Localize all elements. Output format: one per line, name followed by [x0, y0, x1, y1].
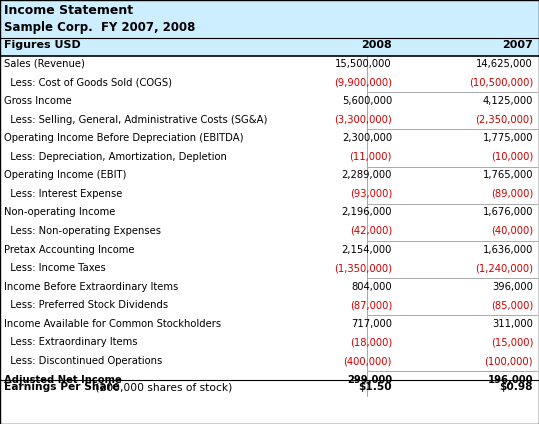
Text: 299,000: 299,000 — [347, 375, 392, 385]
Text: (10,000): (10,000) — [490, 152, 533, 162]
Text: 15,500,000: 15,500,000 — [335, 59, 392, 69]
Text: 2007: 2007 — [502, 40, 533, 50]
Text: Less: Non-operating Expenses: Less: Non-operating Expenses — [4, 226, 161, 236]
Text: (40,000): (40,000) — [491, 226, 533, 236]
Text: (10,500,000): (10,500,000) — [469, 77, 533, 87]
Text: $0.98: $0.98 — [500, 382, 533, 392]
Text: (400,000): (400,000) — [344, 356, 392, 366]
Text: Adjusted Net Income: Adjusted Net Income — [4, 375, 122, 385]
Text: Gross Income: Gross Income — [4, 96, 72, 106]
Text: (93,000): (93,000) — [350, 189, 392, 199]
Text: (89,000): (89,000) — [490, 189, 533, 199]
Text: Less: Cost of Goods Sold (COGS): Less: Cost of Goods Sold (COGS) — [4, 77, 172, 87]
Text: Non-operating Income: Non-operating Income — [4, 207, 115, 218]
Text: Less: Income Taxes: Less: Income Taxes — [4, 263, 106, 273]
Text: (15,000): (15,000) — [490, 338, 533, 348]
Text: 717,000: 717,000 — [351, 319, 392, 329]
Text: 4,125,000: 4,125,000 — [482, 96, 533, 106]
Text: Sample Corp.  FY 2007, 2008: Sample Corp. FY 2007, 2008 — [4, 21, 195, 34]
Text: 5,600,000: 5,600,000 — [342, 96, 392, 106]
Text: (9,900,000): (9,900,000) — [334, 77, 392, 87]
Text: 1,775,000: 1,775,000 — [482, 133, 533, 143]
Text: 1,636,000: 1,636,000 — [482, 245, 533, 254]
Text: (87,000): (87,000) — [350, 300, 392, 310]
Text: 2,289,000: 2,289,000 — [342, 170, 392, 180]
Text: Income Statement: Income Statement — [4, 4, 133, 17]
Text: 2,154,000: 2,154,000 — [342, 245, 392, 254]
Text: 14,625,000: 14,625,000 — [476, 59, 533, 69]
Text: Operating Income Before Depreciation (EBITDA): Operating Income Before Depreciation (EB… — [4, 133, 244, 143]
Text: Sales (Revenue): Sales (Revenue) — [4, 59, 85, 69]
Text: 1,765,000: 1,765,000 — [482, 170, 533, 180]
Text: (85,000): (85,000) — [490, 300, 533, 310]
Text: Income Available for Common Stockholders: Income Available for Common Stockholders — [4, 319, 221, 329]
Text: 2008: 2008 — [361, 40, 392, 50]
Text: (42,000): (42,000) — [350, 226, 392, 236]
Text: (3,300,000): (3,300,000) — [334, 114, 392, 125]
Text: (2,350,000): (2,350,000) — [475, 114, 533, 125]
Text: (18,000): (18,000) — [350, 338, 392, 348]
Text: 2,300,000: 2,300,000 — [342, 133, 392, 143]
Text: Earnings Per Share: Earnings Per Share — [4, 382, 119, 392]
Text: Less: Preferred Stock Dividends: Less: Preferred Stock Dividends — [4, 300, 168, 310]
Text: (1,240,000): (1,240,000) — [475, 263, 533, 273]
Text: Income Before Extraordinary Items: Income Before Extraordinary Items — [4, 282, 178, 292]
Text: Less: Selling, General, Administrative Costs (SG&A): Less: Selling, General, Administrative C… — [4, 114, 267, 125]
Text: 1,676,000: 1,676,000 — [482, 207, 533, 218]
Text: Operating Income (EBIT): Operating Income (EBIT) — [4, 170, 126, 180]
Text: Less: Interest Expense: Less: Interest Expense — [4, 189, 122, 199]
Bar — [0, 0, 539, 56]
Text: Pretax Accounting Income: Pretax Accounting Income — [4, 245, 135, 254]
Text: 804,000: 804,000 — [351, 282, 392, 292]
Text: Less: Extraordinary Items: Less: Extraordinary Items — [4, 338, 137, 348]
Text: Less: Discontinued Operations: Less: Discontinued Operations — [4, 356, 162, 366]
Text: 311,000: 311,000 — [492, 319, 533, 329]
Text: (1,350,000): (1,350,000) — [334, 263, 392, 273]
Text: 196,000: 196,000 — [487, 375, 533, 385]
Text: Figures USD: Figures USD — [4, 40, 81, 50]
Text: (200,000 shares of stock): (200,000 shares of stock) — [92, 382, 232, 392]
Text: (100,000): (100,000) — [485, 356, 533, 366]
Text: Less: Depreciation, Amortization, Depletion: Less: Depreciation, Amortization, Deplet… — [4, 152, 227, 162]
Text: 396,000: 396,000 — [492, 282, 533, 292]
Text: (11,000): (11,000) — [350, 152, 392, 162]
Text: 2,196,000: 2,196,000 — [342, 207, 392, 218]
Text: $1.50: $1.50 — [358, 382, 392, 392]
